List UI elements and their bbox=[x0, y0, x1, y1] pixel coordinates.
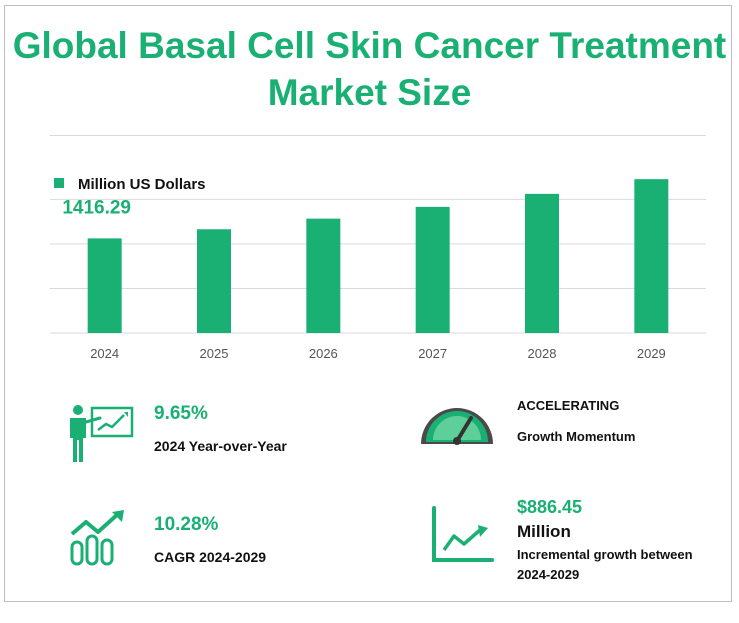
bar-2026 bbox=[306, 218, 341, 333]
incremental-value: $886.45 bbox=[517, 497, 583, 517]
incremental-label-line2: 2024-2029 bbox=[517, 567, 580, 582]
bar-2025 bbox=[197, 229, 231, 333]
gauge-icon bbox=[421, 408, 493, 445]
presenter-chart-icon bbox=[70, 405, 134, 462]
data-labels: 1416.29 bbox=[62, 197, 131, 218]
x-tick-labels: 2024 2025 2026 2027 2028 2029 bbox=[90, 346, 666, 361]
infographic-frame bbox=[4, 5, 732, 602]
x-tick-2028: 2028 bbox=[528, 346, 557, 361]
bar-2029 bbox=[634, 179, 669, 333]
data-label-2024: 1416.29 bbox=[62, 197, 131, 218]
x-tick-2025: 2025 bbox=[200, 346, 229, 361]
chart-grid bbox=[50, 198, 706, 334]
legend-label: Million US Dollars bbox=[78, 176, 206, 193]
cagr-label: CAGR 2024-2029 bbox=[154, 549, 267, 565]
x-tick-2029: 2029 bbox=[637, 346, 666, 361]
page-title: Global Basal Cell Skin Cancer Treatment … bbox=[0, 22, 739, 116]
line-growth-icon bbox=[432, 506, 494, 562]
bar-growth-icon bbox=[70, 510, 124, 566]
momentum-label: Growth Momentum bbox=[517, 429, 636, 444]
chart-bars bbox=[87, 179, 669, 333]
title-divider bbox=[50, 135, 706, 136]
bar-chart: 2024 2025 2026 2027 2028 2029 1416.29 Million… bbox=[50, 176, 706, 361]
incremental-unit: Million bbox=[517, 522, 571, 541]
x-tick-2026: 2026 bbox=[309, 346, 338, 361]
x-tick-2024: 2024 bbox=[90, 346, 119, 361]
bar-2024 bbox=[87, 238, 122, 333]
momentum-title: ACCELERATING bbox=[517, 398, 620, 413]
x-tick-2027: 2027 bbox=[418, 346, 447, 361]
yoy-value: 9.65% bbox=[154, 403, 208, 424]
bar-2027 bbox=[415, 206, 450, 333]
bar-2028 bbox=[525, 193, 559, 333]
cagr-value: 10.28% bbox=[154, 514, 219, 535]
title-text: Global Basal Cell Skin Cancer Treatment … bbox=[12, 25, 727, 113]
yoy-label: 2024 Year-over-Year bbox=[154, 438, 287, 454]
legend-swatch bbox=[54, 178, 64, 188]
incremental-label-line1: Incremental growth between bbox=[517, 547, 693, 562]
